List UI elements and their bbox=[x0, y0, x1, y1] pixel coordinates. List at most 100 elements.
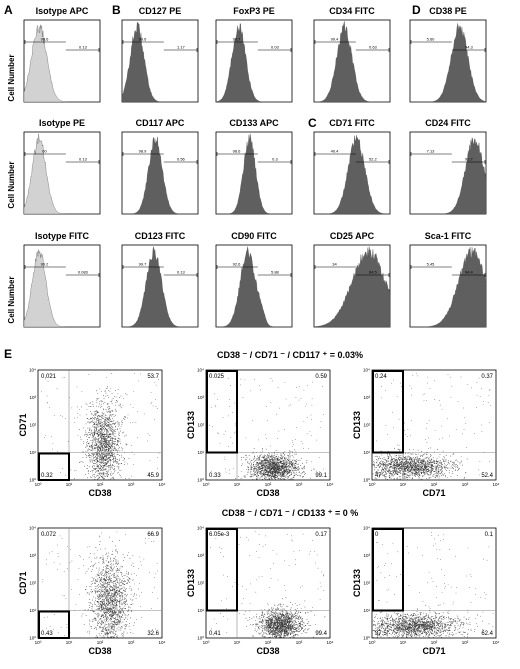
scatter-frame bbox=[37, 369, 163, 481]
gate-label-negative: 99.7 bbox=[139, 262, 148, 267]
panel-label-d: D bbox=[412, 3, 421, 17]
gate-label-negative: 98.6 bbox=[233, 149, 242, 154]
y-tick-label: 10³ bbox=[29, 553, 36, 558]
gate-rectangle bbox=[372, 370, 404, 454]
scatter-ylabel: CD133 bbox=[186, 411, 196, 439]
quadrant-value-bottom-right: 45.9 bbox=[147, 473, 159, 479]
scatter-heading-row-2: CD38 ⁻ / CD71 ⁻ / CD133 ⁺ = 0 % bbox=[222, 508, 359, 518]
y-tick-label: 10² bbox=[197, 423, 204, 428]
x-tick-label: 10² bbox=[431, 482, 438, 487]
gate-label-negative: 5.60 bbox=[427, 37, 436, 42]
scatter-ylabel: CD71 bbox=[18, 413, 28, 436]
scatter-xlabel: CD71 bbox=[422, 488, 445, 498]
y-tick-label: 10¹ bbox=[29, 608, 36, 613]
histogram-distribution bbox=[23, 133, 100, 215]
gate-label-positive: 5.88 bbox=[271, 270, 280, 275]
gate-label-positive: 64.5 bbox=[369, 270, 378, 275]
histogram-title: CD133 APC bbox=[229, 118, 279, 128]
histogram-distribution bbox=[23, 249, 100, 328]
x-tick-label: 10¹ bbox=[66, 640, 73, 645]
histogram-title: Isotype APC bbox=[36, 6, 89, 16]
y-tick-label: 10³ bbox=[363, 553, 370, 558]
histogram-6: Isotype PE 60 0.13 bbox=[23, 118, 101, 215]
scatter-events bbox=[372, 532, 494, 639]
histogram-title: CD24 FITC bbox=[425, 118, 471, 128]
x-tick-label: 10⁴ bbox=[327, 482, 334, 487]
y-tick-label: 10³ bbox=[197, 553, 204, 558]
quadrant-value-top-left: 0.24 bbox=[375, 374, 387, 380]
histogram-9: CD71 FITC 40.4 52.2 bbox=[313, 118, 391, 215]
x-tick-label: 10¹ bbox=[234, 640, 241, 645]
histogram-distribution bbox=[215, 246, 292, 328]
y-tick-label: 10³ bbox=[363, 395, 370, 400]
histogram-title: FoxP3 PE bbox=[233, 6, 275, 16]
hist-ylabel-row-2: Cell Number bbox=[7, 161, 16, 208]
y-tick-label: 10⁴ bbox=[197, 368, 204, 373]
histogram-7: CD117 APC 98.9 0.56 bbox=[121, 118, 199, 215]
quadrant-value-bottom-right: 99.1 bbox=[315, 473, 327, 479]
gate-label-positive: 1.17 bbox=[177, 45, 186, 50]
scatter-events bbox=[210, 531, 326, 639]
hist-ylabel-row-1: Cell Number bbox=[7, 54, 16, 101]
gate-label-positive: 0.03 bbox=[271, 45, 280, 50]
x-tick-label: 10⁴ bbox=[159, 640, 166, 645]
scatter-ylabel: CD133 bbox=[186, 569, 196, 597]
panel-label-e: E bbox=[4, 347, 12, 361]
x-tick-label: 10⁰ bbox=[35, 482, 42, 487]
quadrant-value-bottom-right: 62.4 bbox=[481, 631, 493, 637]
gate-label-positive: 52.2 bbox=[369, 157, 378, 162]
y-tick-label: 10⁴ bbox=[29, 368, 36, 373]
x-tick-label: 10⁴ bbox=[327, 640, 334, 645]
histogram-title: CD34 FITC bbox=[329, 6, 375, 16]
scatter-events bbox=[41, 372, 160, 481]
y-tick-label: 10² bbox=[363, 423, 370, 428]
histogram-distribution bbox=[121, 246, 198, 328]
gate-label-negative: 60 bbox=[42, 149, 47, 154]
quadrant-value-top-right: 0.1 bbox=[485, 532, 494, 538]
y-tick-label: 10⁴ bbox=[29, 526, 36, 531]
quadrant-value-bottom-left: 0.33 bbox=[209, 473, 221, 479]
x-tick-label: 10³ bbox=[296, 482, 303, 487]
scatter-xlabel: CD38 bbox=[88, 488, 111, 498]
histogram-15: Sca-1 FITC 5.45 94.4 bbox=[409, 231, 487, 328]
scatter-xlabel: CD38 bbox=[256, 646, 279, 656]
x-tick-label: 10³ bbox=[128, 640, 135, 645]
histogram-distribution bbox=[410, 23, 487, 103]
x-tick-label: 10² bbox=[265, 482, 272, 487]
histogram-distribution bbox=[122, 136, 198, 215]
histogram-panels: Isotype APC 98.6 0.13 CD127 PE 99.6 1.17 FoxP3… bbox=[23, 6, 487, 328]
y-tick-label: 10⁰ bbox=[29, 478, 36, 483]
gate-rectangle bbox=[372, 528, 404, 612]
quadrant-value-top-left: 6.05e-3 bbox=[209, 532, 230, 538]
histogram-13: CD90 FITC 92.6 5.88 bbox=[215, 231, 293, 328]
gate-rectangle bbox=[38, 610, 70, 639]
gate-label-negative: 99.2 bbox=[41, 262, 50, 267]
gate-label-negative: 98.9 bbox=[139, 149, 148, 154]
quadrant-value-top-left: 0.072 bbox=[41, 532, 57, 538]
histogram-8: CD133 APC 98.6 0.3 bbox=[215, 118, 293, 215]
y-tick-label: 10² bbox=[29, 423, 36, 428]
quadrant-value-top-left: 0.021 bbox=[41, 374, 57, 380]
histogram-1: Isotype APC 98.6 0.13 bbox=[23, 6, 101, 103]
x-tick-label: 10⁰ bbox=[203, 482, 210, 487]
y-tick-label: 10⁰ bbox=[29, 636, 36, 641]
histogram-3: FoxP3 PE 98.7 0.03 bbox=[215, 6, 293, 103]
histogram-title: CD90 FITC bbox=[231, 231, 277, 241]
histogram-4: CD34 FITC 99.4 0.63 bbox=[313, 6, 391, 103]
y-tick-label: 10⁰ bbox=[197, 478, 204, 483]
gate-rectangle bbox=[206, 370, 238, 454]
gate-label-negative: 5.45 bbox=[427, 262, 436, 267]
y-tick-label: 10⁰ bbox=[363, 478, 370, 483]
scatter-events bbox=[42, 531, 159, 638]
histogram-10: CD24 FITC 7.13 92.7 bbox=[409, 118, 487, 215]
gate-label-positive: 0.56 bbox=[177, 157, 186, 162]
histogram-title: CD71 FITC bbox=[329, 118, 375, 128]
histogram-distribution bbox=[410, 247, 487, 328]
scatter-panels: 0.021 53.70.32 45.910⁰10⁰10¹10¹10²10²10³10… bbox=[18, 368, 500, 657]
y-tick-label: 10² bbox=[197, 581, 204, 586]
gate-label-negative: 34 bbox=[332, 262, 337, 267]
gate-label-negative: 7.13 bbox=[427, 149, 436, 154]
